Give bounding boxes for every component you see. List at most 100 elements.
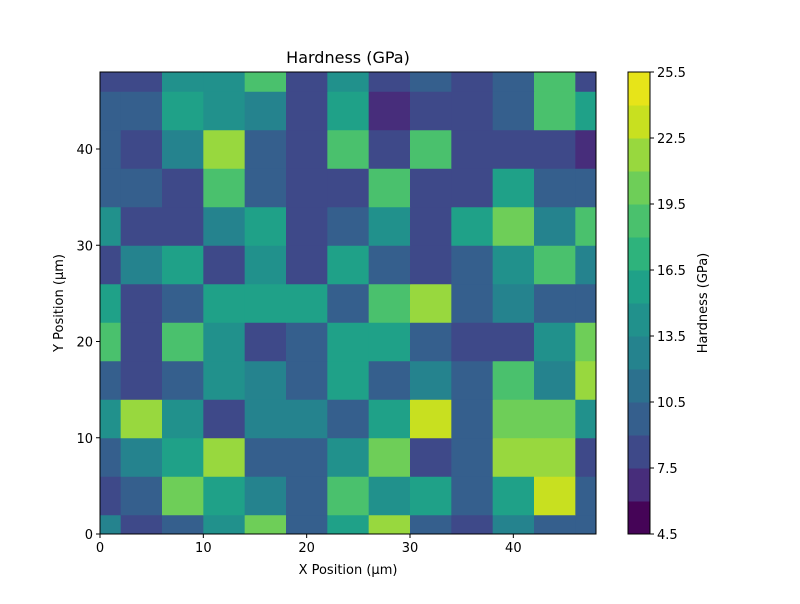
contour-cell xyxy=(120,206,163,246)
contour-cell xyxy=(120,168,163,208)
contour-cell xyxy=(534,514,576,534)
contour-cell xyxy=(162,206,204,246)
contour-cell xyxy=(410,245,452,285)
contour-cell xyxy=(244,91,287,131)
contour-cell xyxy=(100,72,122,92)
contour-cell xyxy=(368,283,411,323)
contour-cell xyxy=(534,91,576,131)
colorbar-band xyxy=(628,138,650,172)
contour-cell xyxy=(286,399,328,439)
contour-cell xyxy=(410,476,452,516)
contour-cell xyxy=(368,514,411,534)
contour-cell xyxy=(410,437,452,477)
contour-cell xyxy=(451,322,494,362)
contour-cell xyxy=(492,437,535,477)
y-tick-label: 0 xyxy=(85,528,93,543)
colorbar-band xyxy=(628,468,650,502)
y-tick-label: 10 xyxy=(76,432,93,447)
contour-cell xyxy=(286,360,328,400)
colorbar-label: Hardness (GPa) xyxy=(696,253,711,353)
colorbar-band xyxy=(628,501,650,535)
contour-cell xyxy=(286,129,328,169)
contour-cell xyxy=(203,72,246,92)
contour-cell xyxy=(534,206,576,246)
colorbar-band xyxy=(628,270,650,304)
contour-cell xyxy=(120,399,163,439)
contour-cell xyxy=(286,437,328,477)
contour-cell xyxy=(575,476,596,516)
x-axis-label: X Position (µm) xyxy=(299,563,398,578)
contour-cell xyxy=(286,476,328,516)
colorbar-tick-label: 25.5 xyxy=(657,66,686,81)
contour-cell xyxy=(162,72,204,92)
contour-cell xyxy=(534,168,576,208)
contour-cell xyxy=(244,245,287,285)
colorbar-tick-label: 16.5 xyxy=(657,264,686,279)
contour-cell xyxy=(368,206,411,246)
x-tick-label: 30 xyxy=(402,541,419,556)
x-tick-label: 40 xyxy=(505,541,522,556)
contour-cell xyxy=(410,91,452,131)
contour-cell xyxy=(492,360,535,400)
contour-cell xyxy=(244,514,287,534)
contour-cell xyxy=(203,399,246,439)
contour-cell xyxy=(492,476,535,516)
contour-cell xyxy=(120,91,163,131)
colorbar-band xyxy=(628,72,650,106)
contour-cell xyxy=(451,206,494,246)
colorbar-band xyxy=(628,171,650,205)
contour-cell xyxy=(100,360,122,400)
contour-cell xyxy=(203,91,246,131)
contour-cell xyxy=(286,168,328,208)
contour-cell xyxy=(120,322,163,362)
colorbar-band xyxy=(628,237,650,271)
chart-title: Hardness (GPa) xyxy=(286,48,410,67)
contour-cell xyxy=(244,360,287,400)
contour-cell xyxy=(100,283,122,323)
contour-cell xyxy=(451,437,494,477)
contour-cell xyxy=(327,245,370,285)
contour-cell xyxy=(534,360,576,400)
colorbar-band xyxy=(628,303,650,337)
colorbar-band xyxy=(628,105,650,139)
contour-cell xyxy=(534,322,576,362)
contour-cell xyxy=(327,129,370,169)
contour-cell xyxy=(410,72,452,92)
y-tick-label: 20 xyxy=(76,336,93,351)
contour-cell xyxy=(575,360,596,400)
contour-cell xyxy=(286,72,328,92)
contour-cell xyxy=(410,360,452,400)
contour-cell xyxy=(203,360,246,400)
contour-cell xyxy=(534,245,576,285)
contour-cell xyxy=(162,514,204,534)
contour-cell xyxy=(244,437,287,477)
y-axis-label: Y Position (µm) xyxy=(52,254,67,353)
x-tick-label: 0 xyxy=(96,541,104,556)
contour-cell xyxy=(368,399,411,439)
y-tick-label: 40 xyxy=(76,143,93,158)
contour-cell xyxy=(100,399,122,439)
contour-cell xyxy=(492,168,535,208)
contour-cell xyxy=(162,129,204,169)
contour-cell xyxy=(120,437,163,477)
contour-cell xyxy=(410,399,452,439)
contour-cell xyxy=(368,322,411,362)
plot-frame xyxy=(99,71,597,535)
contour-area xyxy=(100,72,596,534)
contour-cell xyxy=(286,245,328,285)
contour-cell xyxy=(575,72,596,92)
contour-cell xyxy=(100,168,122,208)
contour-cell xyxy=(203,283,246,323)
contour-cell xyxy=(410,129,452,169)
contour-cell xyxy=(451,129,494,169)
contour-cell xyxy=(203,322,246,362)
contour-cell xyxy=(534,283,576,323)
contour-cell xyxy=(492,206,535,246)
contour-cell xyxy=(120,129,163,169)
contour-cell xyxy=(575,129,596,169)
contour-cell xyxy=(100,91,122,131)
contour-cell xyxy=(244,399,287,439)
contour-cell xyxy=(451,283,494,323)
contour-cell xyxy=(410,206,452,246)
contour-cell xyxy=(368,360,411,400)
